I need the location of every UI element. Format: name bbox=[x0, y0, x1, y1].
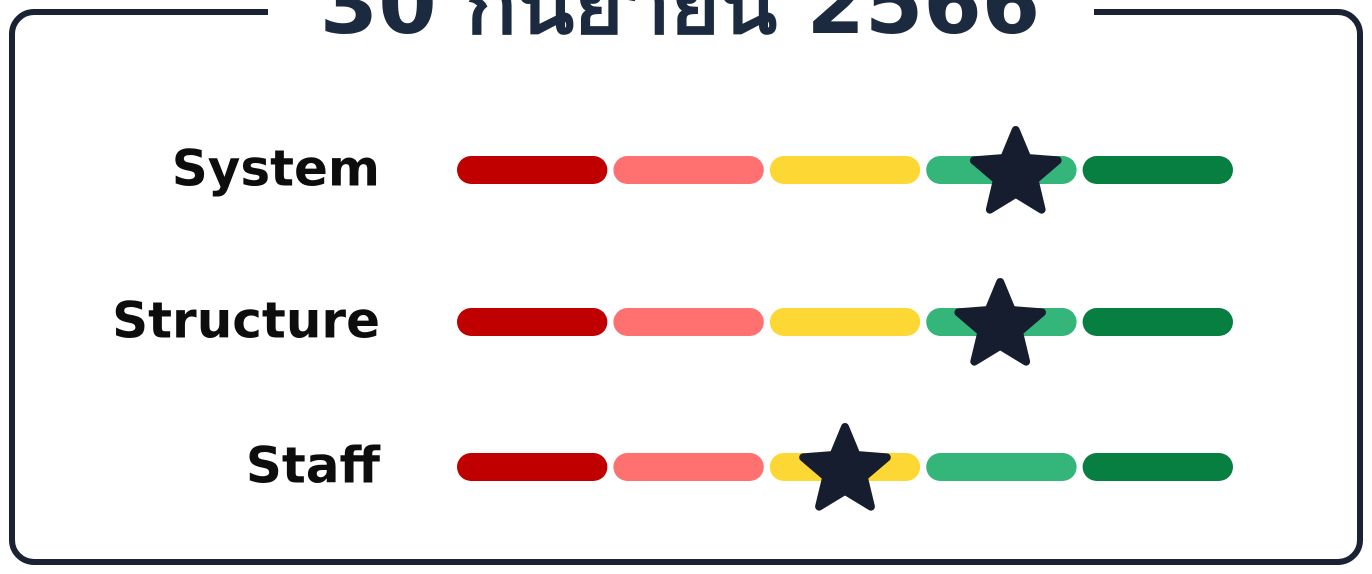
rating-star bbox=[799, 423, 891, 511]
title-gap bbox=[268, 0, 1094, 24]
title: 30 กันยายน 2566 bbox=[320, 0, 1040, 53]
row-label: Structure bbox=[112, 292, 380, 350]
row-label: System bbox=[172, 140, 380, 198]
row-label: Staff bbox=[246, 437, 381, 495]
rating-star bbox=[954, 278, 1046, 366]
rating-star bbox=[969, 126, 1062, 214]
